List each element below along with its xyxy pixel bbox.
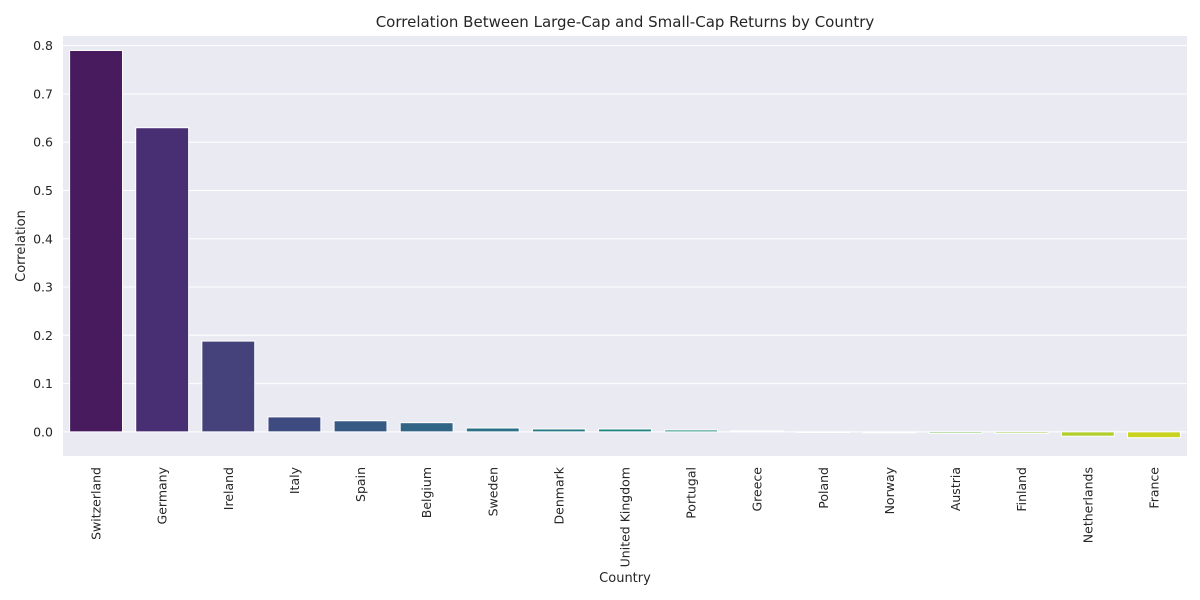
- bar-greece: [730, 430, 785, 433]
- bar-finland: [994, 431, 1049, 434]
- x-tick-label: Netherlands: [1080, 467, 1095, 543]
- y-axis-label: Correlation: [14, 210, 29, 282]
- y-tick-label: 0.1: [33, 376, 53, 391]
- x-tick-label: France: [1146, 467, 1161, 509]
- x-tick-label: United Kingdom: [618, 467, 633, 567]
- bar-united-kingdom: [598, 428, 652, 433]
- bar-denmark: [531, 428, 586, 433]
- bar-spain: [333, 420, 388, 433]
- x-tick-label: Norway: [882, 466, 897, 514]
- x-tick-label: Germany: [155, 466, 170, 524]
- bar-italy: [267, 416, 322, 433]
- x-axis-label: Country: [599, 571, 651, 586]
- y-tick-label: 0.8: [33, 38, 53, 53]
- x-tick-label: Switzerland: [89, 467, 104, 540]
- bar-austria: [928, 431, 983, 434]
- x-tick-labels: Switzerland Germany Ireland Italy Spain Belgi…: [89, 466, 1162, 567]
- bar-poland: [796, 431, 851, 433]
- y-tick-label: 0.5: [33, 183, 53, 198]
- x-tick-label: Sweden: [485, 467, 500, 516]
- x-tick-label: Denmark: [551, 466, 566, 524]
- bar-portugal: [664, 429, 719, 433]
- bar-switzerland: [69, 49, 124, 433]
- y-tick-label: 0.3: [33, 280, 53, 295]
- bar-sweden: [465, 427, 520, 433]
- bar-norway: [862, 431, 917, 434]
- x-tick-label: Portugal: [684, 467, 699, 519]
- bar-france: [1126, 431, 1181, 439]
- y-tick-label: 0.4: [33, 231, 53, 246]
- chart-title: Correlation Between Large-Cap and Small-…: [376, 13, 875, 31]
- y-tick-label: 0.6: [33, 135, 53, 150]
- bar-ireland: [201, 340, 256, 433]
- bar-netherlands: [1060, 431, 1115, 437]
- y-tick-labels: 0.0 0.1 0.2 0.3 0.4 0.5 0.6 0.7 0.8: [33, 38, 53, 439]
- x-tick-label: Greece: [750, 467, 765, 512]
- x-tick-label: Italy: [287, 466, 302, 494]
- x-tick-label: Austria: [948, 467, 963, 511]
- bars: [69, 49, 1181, 439]
- x-tick-label: Finland: [1014, 467, 1029, 512]
- x-tick-label: Ireland: [221, 467, 236, 510]
- y-tick-label: 0.7: [33, 86, 53, 101]
- x-tick-label: Spain: [353, 467, 368, 502]
- bar-germany: [135, 127, 190, 433]
- y-tick-label: 0.0: [33, 424, 53, 439]
- x-tick-label: Belgium: [419, 467, 434, 518]
- y-tick-label: 0.2: [33, 328, 53, 343]
- bar-belgium: [399, 422, 454, 433]
- x-tick-label: Poland: [816, 467, 831, 509]
